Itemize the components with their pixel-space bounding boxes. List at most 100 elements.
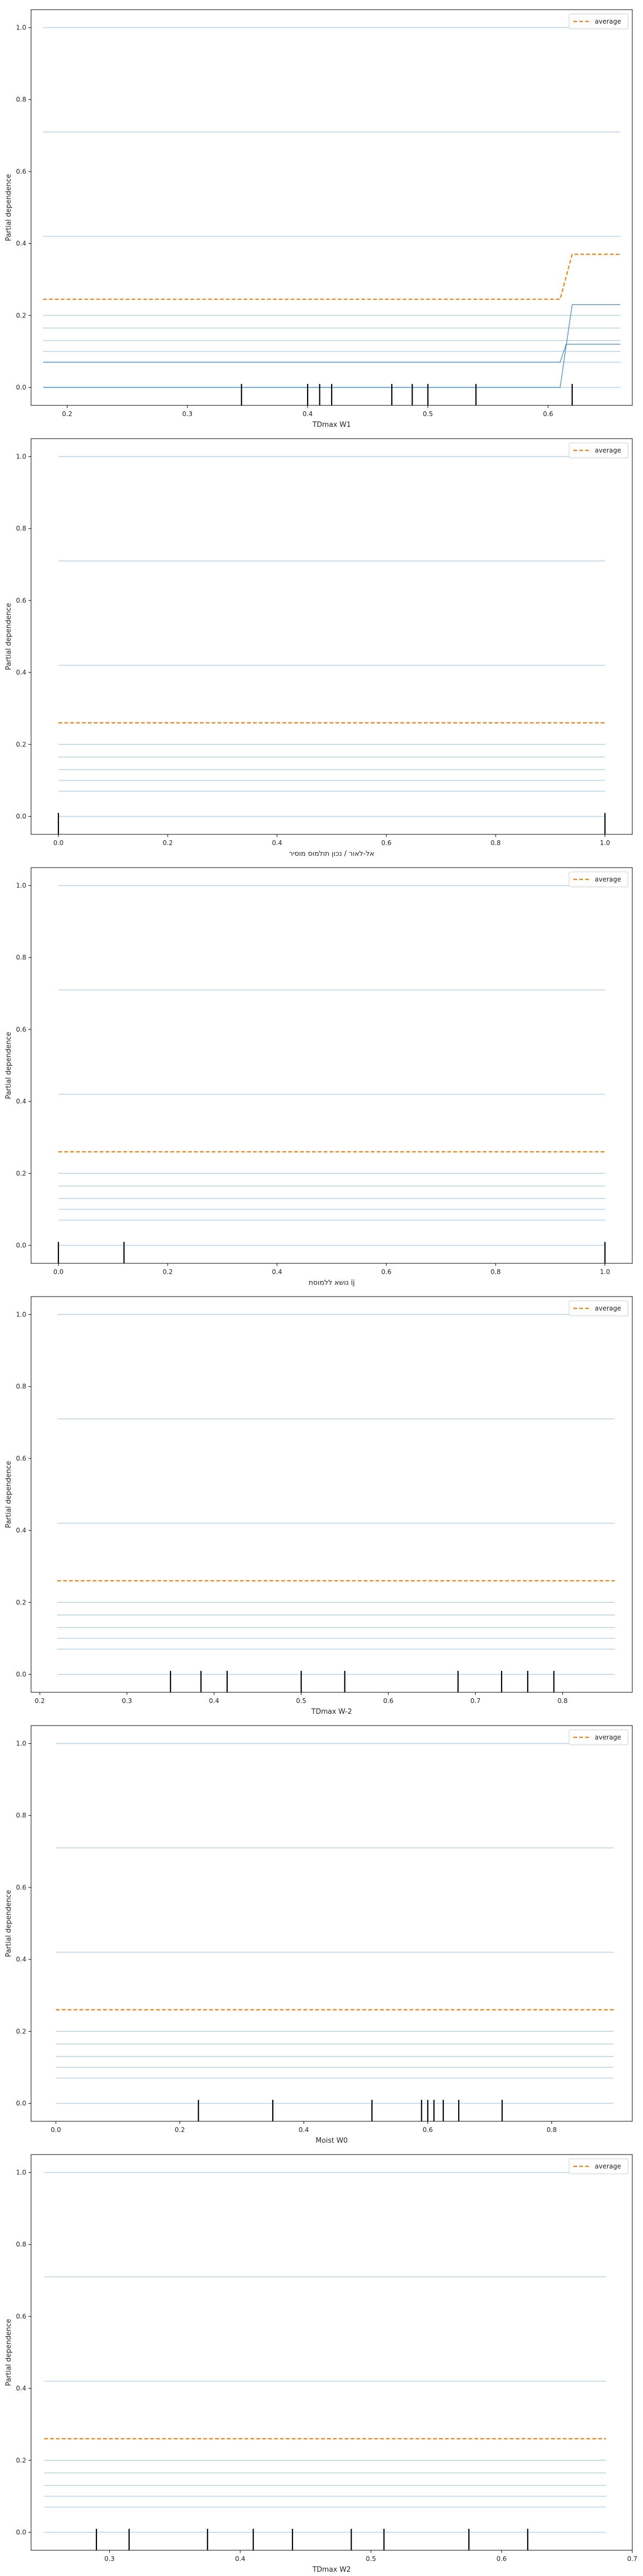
- y-tick-label: 1.0: [16, 1740, 26, 1748]
- y-axis-label: Partial dependence: [5, 1461, 13, 1528]
- x-tick-label: 0.2: [62, 410, 72, 418]
- x-tick-label: 0.4: [272, 1268, 282, 1276]
- y-tick-label: 0.4: [16, 669, 26, 676]
- y-tick-label: 0.2: [16, 1598, 26, 1606]
- ice-curve: [43, 304, 620, 388]
- plot-frame: [31, 867, 633, 1264]
- legend: average: [569, 442, 629, 458]
- y-tick-label: 1.0: [16, 2169, 26, 2177]
- plot-frame: [31, 438, 633, 835]
- y-tick-label: 0.0: [16, 383, 26, 391]
- y-tick-label: 1.0: [16, 882, 26, 890]
- y-tick-label: 0.4: [16, 1956, 26, 1963]
- y-tick-label: 0.6: [16, 1026, 26, 1033]
- y-axis-label: Partial dependence: [5, 1032, 13, 1099]
- plot-area: [44, 2172, 607, 2550]
- y-tick-label: 0.6: [16, 1884, 26, 1891]
- y-axis-label: Partial dependence: [5, 603, 13, 670]
- legend: average: [569, 1300, 629, 1316]
- legend: average: [569, 1729, 629, 1745]
- x-axis-label: נושא ללמוסת ij: [309, 1279, 355, 1287]
- y-tick-label: 1.0: [16, 24, 26, 32]
- y-tick-label: 0.0: [16, 2099, 26, 2107]
- y-axis-label: Partial dependence: [5, 2319, 13, 2386]
- y-tick-label: 0.4: [16, 240, 26, 247]
- x-tick-label: 0.2: [162, 839, 173, 847]
- y-axis-label: Partial dependence: [5, 1890, 13, 1957]
- x-tick-label: 0.5: [366, 2555, 376, 2563]
- chart-panel-4: 0.0 0.2 0.4 0.6 0.8 1.0 0.2 0.3 0.4 0.5 0.6 0.7 0.8 T…: [5, 1296, 633, 1716]
- y-tick-label: 0.4: [16, 2385, 26, 2392]
- x-tick-label: 0.6: [383, 1697, 393, 1705]
- legend-box: [569, 2158, 629, 2174]
- x-tick-label: 0.0: [53, 1268, 63, 1276]
- x-tick-label: 0.4: [235, 2555, 245, 2563]
- x-tick-label: 0.4: [272, 839, 282, 847]
- x-tick-label: 0.3: [122, 1697, 132, 1705]
- legend-label: average: [595, 447, 621, 454]
- average-line: [43, 254, 620, 300]
- x-tick-label: 0.5: [423, 410, 433, 418]
- plot-frame: [31, 2154, 633, 2551]
- plot-area: [57, 1314, 615, 1692]
- plot-frame: [31, 9, 633, 406]
- ice-curve: [43, 344, 620, 363]
- legend-box: [569, 1729, 629, 1745]
- legend-label: average: [595, 1305, 621, 1312]
- x-tick-label: 0.6: [543, 410, 553, 418]
- legend-label: average: [595, 1734, 621, 1741]
- legend-label: average: [595, 876, 621, 883]
- plot-area: [57, 885, 606, 1263]
- y-tick-label: 0.2: [16, 2027, 26, 2035]
- chart-panel-6: 0.0 0.2 0.4 0.6 0.8 1.0 0.3 0.4 0.5 0.6 0.7 TDmax W…: [5, 2154, 638, 2574]
- x-tick-label: 0.0: [53, 839, 63, 847]
- plot-area: [43, 27, 620, 405]
- x-tick-label: 0.3: [104, 2555, 115, 2563]
- legend-label: average: [595, 18, 621, 25]
- x-tick-label: 1.0: [600, 1268, 610, 1276]
- x-tick-label: 0.6: [381, 839, 391, 847]
- y-tick-label: 0.0: [16, 1241, 26, 1249]
- y-tick-label: 0.6: [16, 597, 26, 604]
- legend-box: [569, 1300, 629, 1316]
- y-tick-label: 0.6: [16, 1455, 26, 1462]
- x-tick-label: 0.8: [547, 2126, 557, 2134]
- y-tick-label: 0.0: [16, 812, 26, 820]
- y-tick-label: 0.8: [16, 1383, 26, 1390]
- y-tick-label: 0.0: [16, 2528, 26, 2536]
- chart-panel-3: 0.0 0.2 0.4 0.6 0.8 1.0 0.0 0.2 0.4 0.6 0.8 1.0 נושא…: [5, 867, 633, 1287]
- chart-panel-2: 0.0 0.2 0.4 0.6 0.8 1.0 0.0 0.2 0.4 0.6 0.8 1.0 אל-ל…: [5, 438, 633, 858]
- x-axis-label: אל-לאור / נכון תולמוס מוסיר: [289, 850, 374, 858]
- x-tick-label: 0.4: [209, 1697, 219, 1705]
- y-axis-label: Partial dependence: [5, 174, 13, 241]
- y-tick-label: 0.6: [16, 168, 26, 175]
- y-tick-label: 0.4: [16, 1098, 26, 1105]
- legend-box: [569, 13, 629, 29]
- y-tick-label: 1.0: [16, 1311, 26, 1319]
- y-tick-label: 0.8: [16, 525, 26, 532]
- x-axis-label: TDmax W-2: [311, 1708, 352, 1716]
- y-tick-label: 1.0: [16, 453, 26, 461]
- y-tick-label: 0.8: [16, 2241, 26, 2248]
- x-tick-label: 0.4: [298, 2126, 309, 2134]
- legend-box: [569, 871, 629, 887]
- plot-frame: [31, 1296, 633, 1693]
- plot-frame: [31, 1725, 633, 2122]
- x-tick-label: 0.6: [497, 2555, 507, 2563]
- y-tick-label: 0.2: [16, 312, 26, 319]
- x-axis-label: TDmax W1: [312, 421, 351, 429]
- x-tick-label: 0.8: [490, 839, 500, 847]
- x-tick-label: 0.7: [627, 2555, 637, 2563]
- chart-panel-5: 0.0 0.2 0.4 0.6 0.8 1.0 0.0 0.2 0.4 0.6 0.8 Moist W…: [5, 1725, 633, 2145]
- x-tick-label: 0.8: [490, 1268, 500, 1276]
- x-tick-label: 0.2: [162, 1268, 173, 1276]
- y-tick-label: 0.2: [16, 741, 26, 748]
- x-axis-label: TDmax W2: [312, 2566, 351, 2574]
- x-tick-label: 0.0: [51, 2126, 61, 2134]
- x-tick-label: 0.2: [35, 1697, 45, 1705]
- x-tick-label: 0.6: [423, 2126, 433, 2134]
- x-tick-label: 0.4: [303, 410, 313, 418]
- x-tick-label: 0.8: [557, 1697, 567, 1705]
- plot-area: [56, 1743, 614, 2121]
